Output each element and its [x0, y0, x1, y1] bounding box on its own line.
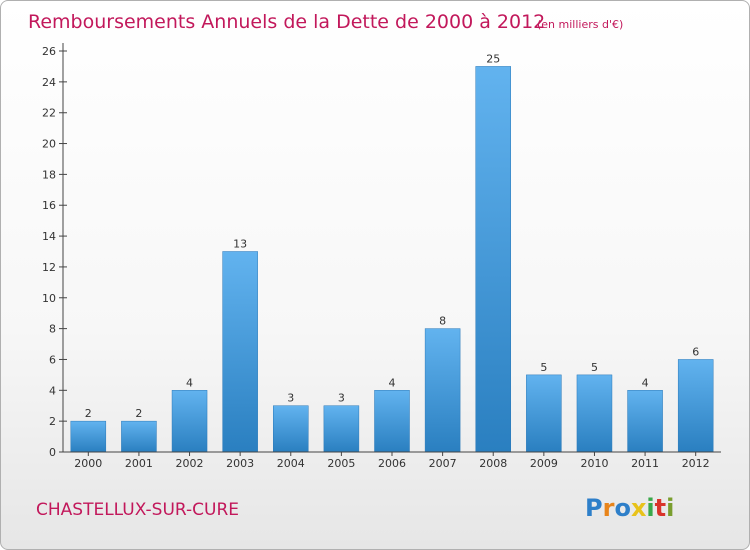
bar [273, 405, 309, 453]
bar [323, 405, 360, 453]
y-tick-label: 14 [42, 230, 56, 243]
y-tick-label: 4 [49, 384, 56, 397]
y-tick-label: 22 [42, 107, 56, 120]
data-label: 13 [233, 238, 247, 251]
logo-letter: i [666, 494, 674, 522]
bar [121, 420, 157, 453]
data-label: 5 [540, 361, 547, 374]
y-tick-label: 24 [42, 76, 56, 89]
bar [576, 374, 613, 453]
commune-name: CHASTELLUX-SUR-CURE [36, 500, 239, 520]
y-tick-label: 12 [42, 261, 56, 274]
y-tick-label: 0 [49, 446, 56, 459]
y-tick-label: 16 [42, 199, 56, 212]
y-tick-label: 26 [42, 45, 56, 58]
logo-letter: i [646, 494, 654, 522]
x-axis: 2000 2001 2002 2003 2004 2005 2006 2007 2008 2009… [63, 451, 721, 470]
bar [374, 390, 410, 453]
y-tick-label: 20 [42, 138, 56, 151]
data-label: 4 [389, 376, 396, 389]
bars: 2 2 4 13 3 3 4 8 25 5 5 4 6 [70, 52, 714, 453]
bar [526, 374, 562, 453]
bar [475, 66, 511, 453]
x-tick-label: 2009 [530, 457, 558, 470]
data-label: 2 [85, 407, 92, 420]
x-tick-label: 2005 [327, 457, 355, 470]
chart-subtitle: (en milliers d'€) [537, 18, 623, 31]
x-tick-label: 2006 [378, 457, 406, 470]
data-label: 3 [287, 392, 294, 405]
bar [677, 359, 714, 453]
bar [627, 390, 663, 453]
x-tick-label: 2007 [429, 457, 457, 470]
x-tick-label: 2010 [580, 457, 608, 470]
data-label: 6 [692, 345, 699, 358]
bar [70, 420, 107, 453]
data-label: 3 [338, 392, 345, 405]
y-tick-label: 10 [42, 292, 56, 305]
y-tick-label: 18 [42, 168, 56, 181]
data-label: 2 [135, 407, 142, 420]
x-tick-label: 2012 [682, 457, 710, 470]
bar [222, 251, 258, 453]
data-label: 4 [186, 376, 193, 389]
data-label: 25 [486, 52, 500, 65]
data-label: 5 [591, 361, 598, 374]
bar [424, 328, 461, 453]
proxiti-logo: Proxiti [585, 494, 674, 522]
chart-title: Remboursements Annuels de la Dette de 20… [28, 11, 545, 33]
bar [171, 390, 208, 453]
y-tick-label: 6 [49, 353, 56, 366]
x-tick-label: 2002 [176, 457, 204, 470]
x-tick-label: 2008 [479, 457, 507, 470]
data-label: 8 [439, 315, 446, 328]
logo-letter: r [603, 494, 615, 522]
x-tick-label: 2003 [226, 457, 254, 470]
data-label: 4 [642, 376, 649, 389]
x-tick-label: 2000 [74, 457, 102, 470]
x-tick-label: 2004 [277, 457, 305, 470]
x-tick-label: 2011 [631, 457, 659, 470]
y-tick-label: 2 [49, 415, 56, 428]
logo-letter: t [655, 494, 666, 522]
logo-letter: o [614, 494, 631, 522]
y-tick-label: 8 [49, 323, 56, 336]
logo-letter: x [631, 494, 647, 522]
x-tick-label: 2001 [125, 457, 153, 470]
logo-letter: P [585, 494, 603, 522]
